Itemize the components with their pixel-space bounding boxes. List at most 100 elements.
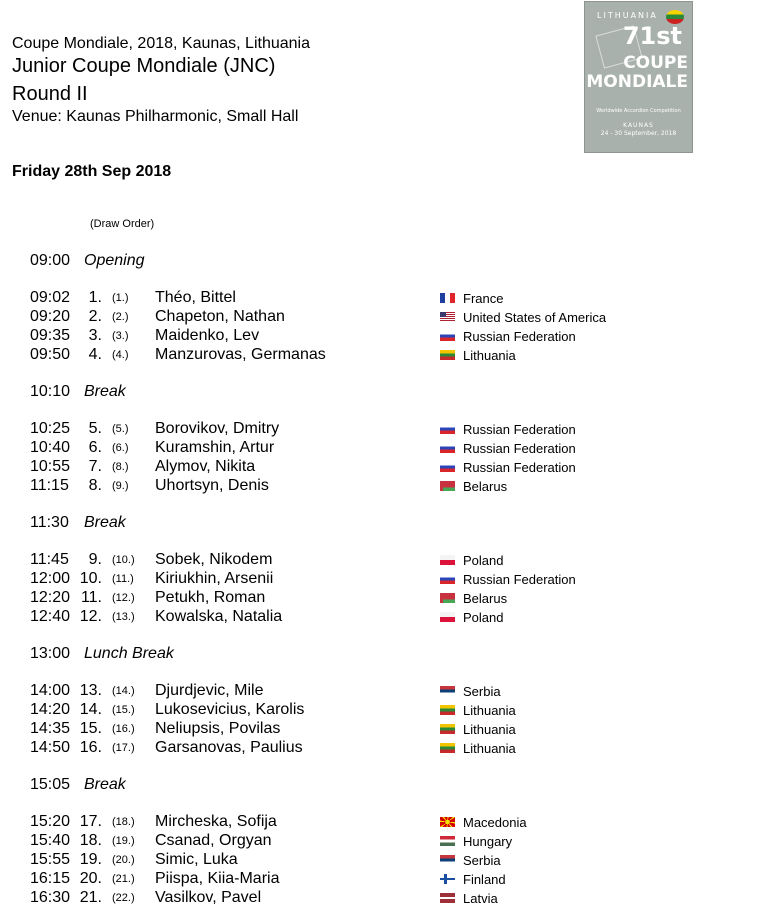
performance-time: 11:45 [30, 551, 69, 568]
table-row: 15:20 17. (18.) Mircheska, Sofija Macedonia [0, 813, 760, 832]
performer-name: Kowalska, Natalia [155, 608, 283, 625]
draw-order: (12.) [112, 592, 135, 604]
draw-order: (8.) [112, 461, 129, 473]
performance-number: 17. [79, 813, 102, 830]
performance-number: 12. [79, 608, 102, 625]
performer-name: Alymov, Nikita [155, 458, 256, 475]
day-heading: Friday 28th Sep 2018 [12, 163, 172, 180]
performance-time: 14:00 [30, 682, 71, 699]
table-row: 15:55 19. (20.) Simic, Luka Serbia [0, 851, 760, 870]
performance-number: 7. [88, 458, 102, 475]
draw-order: (20.) [112, 854, 135, 866]
performance-time: 10:25 [30, 420, 71, 437]
lv-flag-icon [440, 893, 455, 903]
table-row: 11:15 8. (9.) Uhortsyn, Denis Belarus [0, 477, 760, 496]
table-row: 12:20 11. (12.) Petukh, Roman Belarus [0, 589, 760, 608]
country: Lithuania [463, 722, 516, 737]
performer-name: Csanad, Orgyan [155, 832, 272, 849]
table-row: 10:25 5. (5.) Borovikov, Dmitry Russian Fede… [0, 420, 760, 439]
poster-title-1: COUPE [623, 53, 688, 73]
lt-flag-icon [440, 724, 455, 734]
performer-name: Garsanovas, Paulius [155, 739, 303, 756]
performance-number: 2. [88, 308, 102, 325]
lt-flag-icon [440, 743, 455, 753]
table-row: 12:40 12. (13.) Kowalska, Natalia Poland [0, 608, 760, 627]
country: Serbia [463, 684, 501, 699]
country: France [463, 291, 504, 306]
pl-flag-icon [440, 612, 455, 622]
performance-number: 6. [88, 439, 102, 456]
table-row: 14:35 15. (16.) Neliupsis, Povilas Lithuania [0, 720, 760, 739]
country: Lithuania [463, 348, 516, 363]
session-time: 10:10 [30, 383, 71, 400]
performance-time: 16:30 [30, 889, 71, 906]
performance-time: 12:00 [30, 570, 71, 587]
performer-group: 09:02 1. (1.) Théo, Bittel France 09:20 2. (2.)… [0, 289, 760, 365]
performance-number: 20. [79, 870, 102, 887]
draw-order: (10.) [112, 554, 135, 566]
lt-flag-icon [440, 705, 455, 715]
table-row: 16:15 20. (21.) Piispa, Kiia-Maria Finland [0, 870, 760, 889]
performance-number: 16. [79, 739, 102, 756]
draw-order: (17.) [112, 742, 135, 754]
ru-flag-icon [440, 424, 455, 434]
performer-group: 10:25 5. (5.) Borovikov, Dmitry Russian Fede… [0, 420, 760, 496]
performer-name: Djurdjevic, Mile [155, 682, 264, 699]
performance-number: 14. [79, 701, 102, 718]
country: Russian Federation [463, 441, 576, 456]
performer-name: Piispa, Kiia-Maria [155, 870, 280, 887]
performance-number: 8. [88, 477, 102, 494]
country: Belarus [463, 591, 508, 606]
rs-flag-icon [440, 686, 455, 696]
performer-name: Chapeton, Nathan [155, 308, 285, 325]
draw-order: (16.) [112, 723, 135, 735]
draw-order: (4.) [112, 349, 129, 361]
draw-order: (3.) [112, 330, 129, 342]
poster-title-2: MONDIALE [586, 72, 688, 92]
performance-time: 11:15 [30, 477, 69, 494]
country: Russian Federation [463, 460, 576, 475]
performance-time: 15:40 [30, 832, 71, 849]
performance-time: 10:40 [30, 439, 71, 456]
performance-time: 14:50 [30, 739, 71, 756]
lt-flag-icon [440, 350, 455, 360]
performance-number: 13. [79, 682, 102, 699]
performance-number: 1. [88, 289, 102, 306]
country: Macedonia [463, 815, 527, 830]
performer-name: Mircheska, Sofija [155, 813, 277, 830]
table-row: 15:40 18. (19.) Csanad, Orgyan Hungary [0, 832, 760, 851]
performance-number: 3. [88, 327, 102, 344]
draw-order: (18.) [112, 816, 135, 828]
us-flag-icon [440, 312, 455, 322]
country: Russian Federation [463, 572, 576, 587]
session-heading: 13:00 Lunch Break [0, 645, 760, 664]
ru-flag-icon [440, 443, 455, 453]
table-row: 09:50 4. (4.) Manzurovas, Germanas Lithuania [0, 346, 760, 365]
performance-number: 18. [79, 832, 102, 849]
performer-name: Sobek, Nikodem [155, 551, 273, 568]
session-heading: 09:00 Opening [0, 252, 760, 271]
performer-name: Borovikov, Dmitry [155, 420, 280, 437]
table-row: 14:00 13. (14.) Djurdjevic, Mile Serbia [0, 682, 760, 701]
table-row: 12:00 10. (11.) Kiriukhin, Arsenii Russian F… [0, 570, 760, 589]
performer-name: Maidenko, Lev [155, 327, 260, 344]
country: Finland [463, 872, 506, 887]
performer-name: Manzurovas, Germanas [155, 346, 326, 363]
session-label: Break [84, 776, 126, 793]
country: Belarus [463, 479, 508, 494]
country: Russian Federation [463, 329, 576, 344]
ru-flag-icon [440, 462, 455, 472]
performer-name: Lukosevicius, Karolis [155, 701, 305, 718]
session-heading: 10:10 Break [0, 383, 760, 402]
session-time: 09:00 [30, 252, 71, 269]
performance-time: 09:02 [30, 289, 71, 306]
performer-name: Kuramshin, Artur [155, 439, 275, 456]
session-label: Lunch Break [84, 645, 174, 662]
table-row: 09:35 3. (3.) Maidenko, Lev Russian Federati… [0, 327, 760, 346]
draw-order: (22.) [112, 892, 135, 904]
country: Hungary [463, 834, 513, 849]
country: Lithuania [463, 703, 516, 718]
performance-time: 15:55 [30, 851, 71, 868]
performance-number: 5. [88, 420, 102, 437]
performer-name: Théo, Bittel [155, 289, 236, 306]
